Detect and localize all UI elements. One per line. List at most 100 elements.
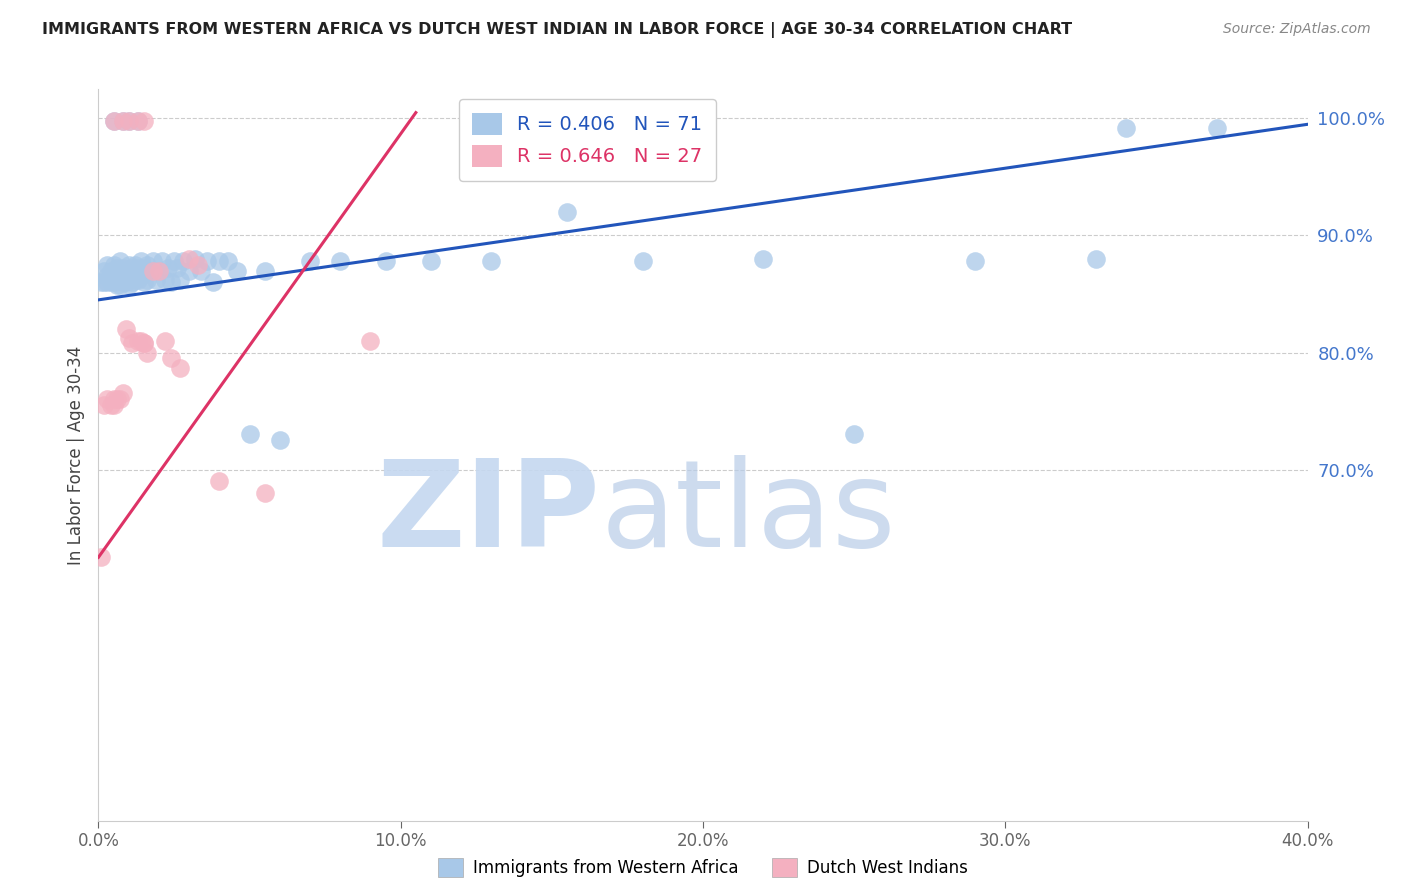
- Text: ZIP: ZIP: [377, 455, 600, 572]
- Point: [105, 272, 128, 286]
- Point: [103, 398, 125, 412]
- Point: [114, 275, 136, 289]
- Point: [631, 254, 654, 268]
- Point: [103, 113, 125, 128]
- Legend: Immigrants from Western Africa, Dutch West Indians: Immigrants from Western Africa, Dutch We…: [432, 851, 974, 884]
- Point: [160, 351, 183, 366]
- Point: [118, 269, 141, 284]
- Point: [169, 273, 191, 287]
- Point: [129, 269, 152, 284]
- Point: [127, 113, 149, 128]
- Point: [96, 392, 118, 407]
- Point: [121, 336, 143, 351]
- Point: [93, 398, 115, 412]
- Point: [111, 113, 134, 128]
- Point: [93, 263, 115, 277]
- Point: [127, 273, 149, 287]
- Point: [1115, 120, 1137, 135]
- Point: [111, 275, 134, 289]
- Point: [129, 254, 152, 268]
- Point: [90, 275, 112, 289]
- Point: [160, 275, 183, 289]
- Point: [132, 275, 155, 289]
- Point: [93, 275, 115, 289]
- Point: [100, 398, 122, 412]
- Point: [105, 392, 128, 407]
- Point: [118, 113, 141, 128]
- Y-axis label: In Labor Force | Age 30-34: In Labor Force | Age 30-34: [66, 345, 84, 565]
- Point: [132, 336, 155, 351]
- Point: [124, 258, 146, 272]
- Point: [135, 258, 157, 272]
- Point: [103, 275, 125, 289]
- Point: [163, 254, 186, 268]
- Point: [360, 334, 382, 348]
- Point: [179, 252, 201, 266]
- Point: [166, 261, 188, 276]
- Point: [190, 263, 212, 277]
- Point: [148, 263, 170, 277]
- Point: [139, 263, 162, 277]
- Point: [153, 273, 176, 287]
- Text: IMMIGRANTS FROM WESTERN AFRICA VS DUTCH WEST INDIAN IN LABOR FORCE | AGE 30-34 C: IMMIGRANTS FROM WESTERN AFRICA VS DUTCH …: [42, 22, 1073, 38]
- Point: [374, 254, 396, 268]
- Point: [269, 434, 291, 448]
- Point: [420, 254, 443, 268]
- Point: [184, 252, 207, 266]
- Point: [100, 275, 122, 289]
- Point: [111, 386, 134, 401]
- Point: [96, 275, 118, 289]
- Text: Source: ZipAtlas.com: Source: ZipAtlas.com: [1223, 22, 1371, 37]
- Legend: R = 0.406   N = 71, R = 0.646   N = 27: R = 0.406 N = 71, R = 0.646 N = 27: [458, 99, 716, 181]
- Point: [172, 254, 194, 268]
- Point: [132, 336, 155, 351]
- Point: [118, 113, 141, 128]
- Point: [118, 331, 141, 345]
- Point: [127, 334, 149, 348]
- Point: [226, 263, 249, 277]
- Point: [145, 273, 167, 287]
- Point: [124, 273, 146, 287]
- Point: [135, 273, 157, 287]
- Point: [253, 486, 276, 500]
- Point: [108, 254, 131, 268]
- Point: [208, 475, 231, 489]
- Point: [132, 261, 155, 276]
- Point: [965, 254, 987, 268]
- Point: [108, 266, 131, 280]
- Point: [103, 113, 125, 128]
- Point: [187, 258, 209, 272]
- Point: [329, 254, 352, 268]
- Point: [752, 252, 775, 266]
- Point: [481, 254, 503, 268]
- Point: [1085, 252, 1108, 266]
- Point: [202, 275, 225, 289]
- Point: [555, 205, 578, 219]
- Point: [114, 322, 136, 336]
- Point: [156, 261, 179, 276]
- Point: [299, 254, 322, 268]
- Point: [105, 277, 128, 292]
- Point: [150, 254, 173, 268]
- Point: [103, 269, 125, 284]
- Point: [253, 263, 276, 277]
- Point: [127, 261, 149, 276]
- Text: atlas: atlas: [600, 455, 896, 572]
- Point: [96, 258, 118, 272]
- Point: [118, 277, 141, 292]
- Point: [844, 427, 866, 442]
- Point: [108, 392, 131, 407]
- Point: [111, 261, 134, 276]
- Point: [169, 360, 191, 375]
- Point: [103, 392, 125, 407]
- Point: [127, 113, 149, 128]
- Point: [105, 261, 128, 276]
- Point: [153, 334, 176, 348]
- Point: [142, 254, 165, 268]
- Point: [148, 263, 170, 277]
- Point: [111, 113, 134, 128]
- Point: [129, 334, 152, 348]
- Point: [100, 263, 122, 277]
- Point: [96, 269, 118, 284]
- Point: [1206, 120, 1229, 135]
